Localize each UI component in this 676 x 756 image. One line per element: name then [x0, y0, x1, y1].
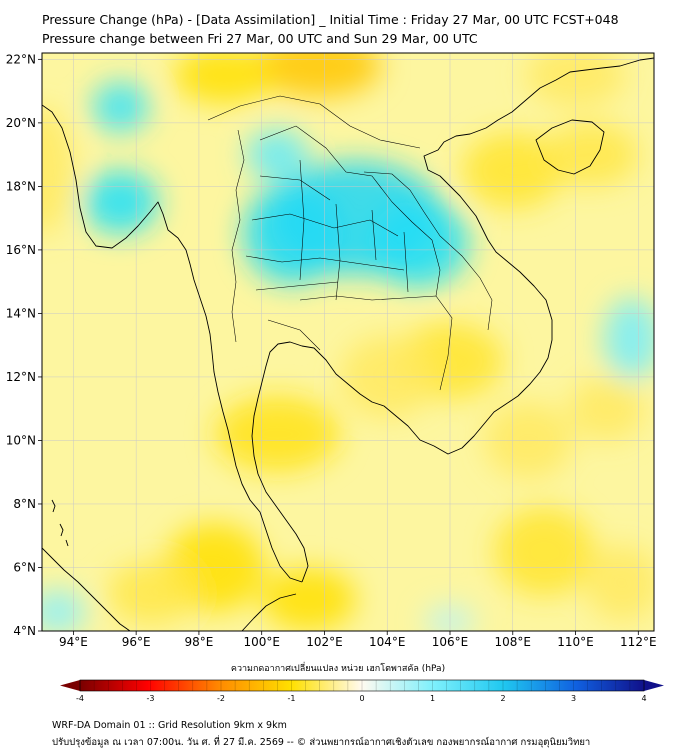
border-laos-vietnam: [363, 171, 493, 331]
lat-tick-label: 6°N: [13, 560, 36, 574]
lon-tick-label: 94°E: [59, 635, 88, 649]
lat-tick-label: 4°N: [13, 624, 36, 638]
lat-tick-label: 20°N: [6, 116, 36, 130]
colorbar-outline: [79, 679, 645, 692]
lon-tick-label: 100°E: [243, 635, 280, 649]
lat-tick-label: 12°N: [6, 370, 36, 384]
admin-borders: [207, 95, 493, 391]
border-china: [207, 95, 421, 149]
lat-tick-label: 16°N: [6, 243, 36, 257]
colorbar-tick-label: -2: [217, 694, 225, 703]
field-anomaly-15: [584, 545, 654, 622]
border-thailand-cambodia: [299, 295, 453, 391]
colorbar-tick-label: -4: [76, 694, 84, 703]
field-anomaly-21: [246, 129, 309, 181]
coastline-gulf-of-thailand: [251, 57, 654, 583]
colorbar-tick-label: 1: [430, 694, 435, 703]
lat-tick-label: 10°N: [6, 433, 36, 447]
lon-tick-label: 104°E: [369, 635, 406, 649]
colorbar-tick-label: 0: [359, 694, 364, 703]
colorbar-tick-label: 4: [641, 694, 646, 703]
lat-tick-label: 14°N: [6, 306, 36, 320]
colorbar-tick-label: 3: [571, 694, 576, 703]
coastlines: [42, 57, 654, 631]
field-anomaly-0: [255, 53, 381, 98]
colorbar-label: ความกดอากาศเปลี่ยนแปลง หน่วย เฮกโตพาสคัล…: [230, 664, 446, 674]
lat-tick-label: 18°N: [6, 179, 36, 193]
coastline-hainan: [535, 119, 605, 175]
field-anomaly-13: [569, 376, 645, 441]
field-anomaly-10: [107, 561, 196, 625]
map-plot-area: 94°E 96°E 98°E 100°E 102°E 104°E 106°E 108°E 110…: [6, 52, 657, 649]
colorbar-tick-label: -3: [147, 694, 155, 703]
field-anomaly-19: [82, 170, 159, 235]
lon-tick-label: 110°E: [557, 635, 594, 649]
coastline-andaman-islands: [51, 499, 69, 547]
colorbar-min-arrow: [60, 680, 80, 691]
graticule: [42, 53, 654, 632]
lon-tick-label: 112°E: [620, 635, 657, 649]
internal-province-lines: [245, 159, 409, 351]
colorbar-max-arrow: [644, 680, 664, 691]
axis-ticks: 94°E 96°E 98°E 100°E 102°E 104°E 106°E 108°E 110…: [6, 52, 657, 649]
lon-tick-label: 98°E: [184, 635, 213, 649]
colorbar: -4 -3 -2 -1 0 1 2 3 4: [60, 679, 664, 703]
field-anomaly-11: [261, 567, 356, 631]
field-anomaly-17: [242, 183, 344, 285]
colorbar-tick-label: 2: [500, 694, 505, 703]
lon-tick-label: 96°E: [122, 635, 151, 649]
field-anomaly-7: [544, 122, 639, 187]
colorbar-ticks: -4 -3 -2 -1 0 1 2 3 4: [76, 679, 647, 703]
field-anomaly-18: [368, 199, 469, 289]
plot-frame: [41, 52, 655, 632]
chart-title: Pressure Change (hPa) - [Data Assimilati…: [42, 12, 619, 27]
field-anomaly-22: [603, 297, 654, 381]
coastline-sumatra-east: [241, 593, 297, 631]
chart-subtitle: Pressure change between Fri 27 Mar, 00 U…: [42, 31, 478, 46]
lon-tick-label: 106°E: [432, 635, 469, 649]
lat-tick-label: 8°N: [13, 497, 36, 511]
field-anomaly-1: [173, 53, 275, 104]
footer-credit: ปรับปรุงข้อมูล ณ เวลา 07:00น. วัน ศ. ที่…: [52, 737, 591, 748]
footer-model-info: WRF-DA Domain 01 :: Grid Resolution 9km …: [52, 720, 287, 731]
coastline-mainland-west: [42, 104, 303, 583]
colorbar-tick-label: -1: [288, 694, 296, 703]
field-anomaly-20: [92, 81, 149, 133]
field-anomaly-3: [214, 395, 341, 473]
border-thailand-laos: [259, 125, 441, 297]
lon-tick-label: 102°E: [306, 635, 343, 649]
field-anomaly-14: [493, 507, 595, 597]
coastline-sumatra: [42, 547, 131, 631]
border-myanmar-thailand: [231, 129, 245, 343]
lat-tick-label: 22°N: [6, 52, 36, 66]
field-anomaly-23: [42, 589, 86, 631]
lon-tick-label: 108°E: [495, 635, 532, 649]
